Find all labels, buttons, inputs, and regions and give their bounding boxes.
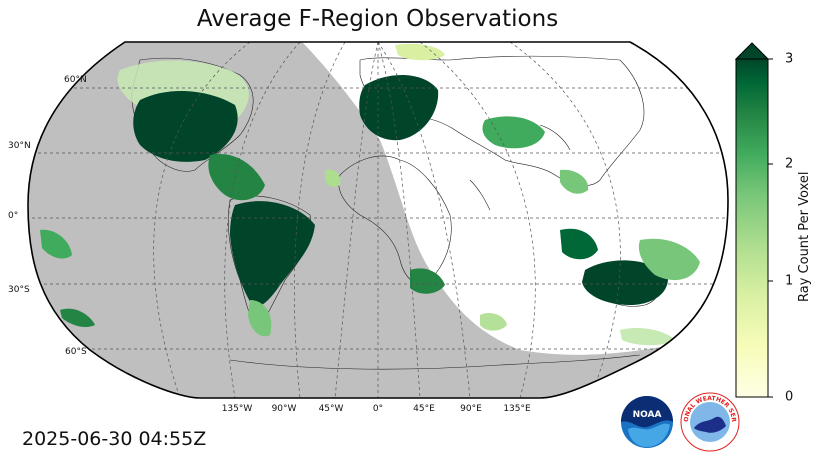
colorbar-tick-0: 0 [785, 389, 794, 405]
lon-label-90w: 90°W [271, 404, 297, 414]
lat-label-0: 0° [8, 211, 19, 221]
lon-label-45e: 45°E [413, 404, 435, 414]
colorbar-tick-2: 2 [785, 156, 794, 172]
world-map [27, 41, 729, 399]
lat-label-60s: 60°S [65, 347, 87, 357]
lon-label-135w: 135°W [221, 404, 253, 414]
map-content [28, 42, 728, 398]
timestamp: 2025-06-30 04:55Z [22, 428, 207, 450]
colorbar-gradient [735, 58, 769, 398]
colorbar-extend-triangle [734, 42, 770, 60]
colorbar-tick-3: 3 [785, 51, 794, 67]
colorbar [734, 42, 773, 398]
lat-label-30s: 30°S [8, 285, 30, 295]
graticule [28, 42, 728, 398]
lat-label-60n: 60°N [64, 75, 87, 85]
map-title: Average F-Region Observations [196, 6, 559, 32]
globe-outline [27, 41, 729, 399]
noaa-logo: NOAA [621, 396, 673, 448]
lon-label-135e: 135°E [503, 404, 531, 414]
colorbar-label: Ray Count Per Voxel [797, 171, 812, 302]
nws-logo: NATIONAL WEATHER SERVICE [680, 392, 740, 452]
observation-coverage [40, 43, 700, 346]
lon-label-45w: 45°W [318, 404, 344, 414]
noaa-logo-text: NOAA [633, 410, 662, 420]
colorbar-tick-1: 1 [785, 273, 794, 289]
lon-label-0: 0° [372, 404, 384, 414]
lat-label-30n: 30°N [8, 141, 31, 151]
colorbar-ticks [768, 58, 773, 398]
lon-label-90e: 90°E [460, 404, 482, 414]
